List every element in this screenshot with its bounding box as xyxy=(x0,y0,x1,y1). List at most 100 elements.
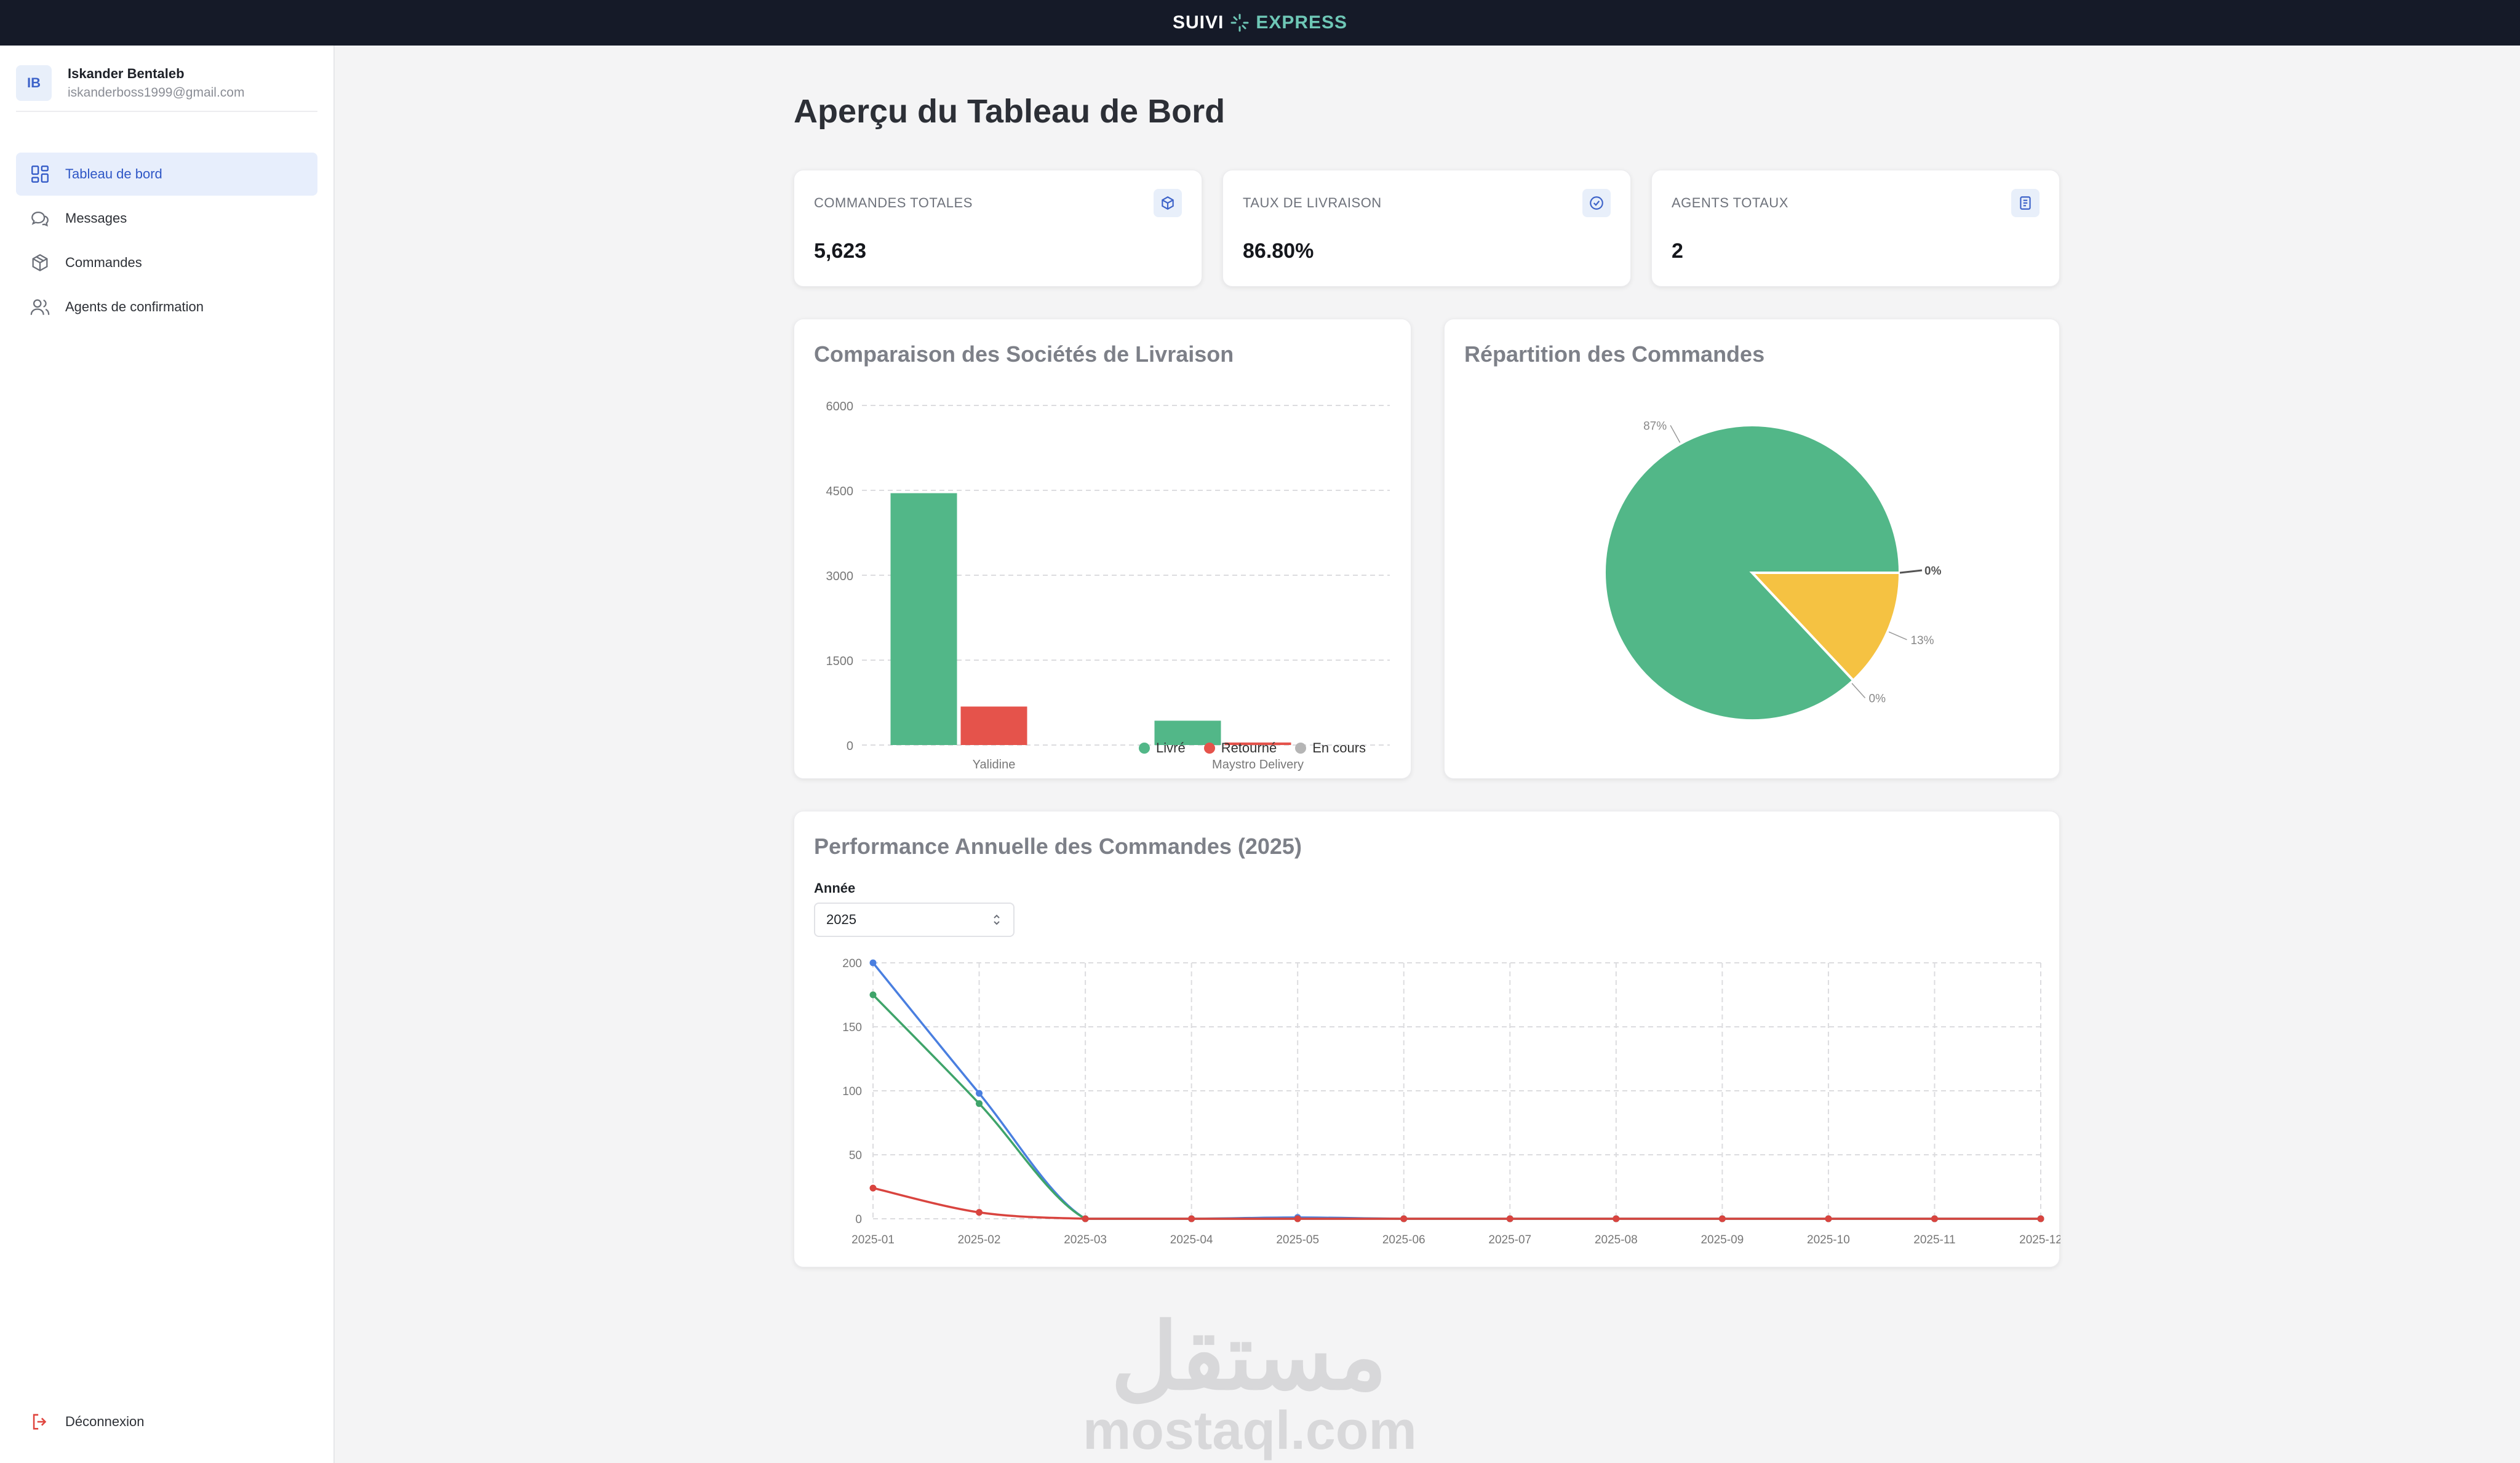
x-tick-label: Yalidine xyxy=(973,758,1016,771)
data-point xyxy=(869,991,877,999)
x-tick-label: 2025-09 xyxy=(1701,1234,1744,1246)
bar-chart: 0 1500 3000 4500 6000 Yalidine Maystro Deliver… xyxy=(826,400,1390,771)
sidebar: IB Iskander Bentaleb iskanderboss1999@gm… xyxy=(0,46,335,1463)
data-point xyxy=(2037,1215,2044,1222)
sidebar-item-label: Commandes xyxy=(65,255,142,270)
data-point xyxy=(1825,1215,1832,1222)
card-title: Comparaison des Sociétés de Livraison xyxy=(814,341,1234,367)
logout-icon xyxy=(33,1414,47,1430)
y-tick-label: 100 xyxy=(842,1085,862,1098)
package-box-icon xyxy=(32,253,48,272)
watermark-latin: mostaql.com xyxy=(1083,1400,1417,1461)
users-icon xyxy=(30,299,50,315)
pie-label-leader xyxy=(1899,569,1923,574)
data-point xyxy=(1613,1215,1620,1222)
x-tick-label: 2025-12 xyxy=(2019,1234,2060,1246)
x-tick-label: 2025-01 xyxy=(851,1234,895,1246)
data-point xyxy=(1082,1215,1089,1222)
sidebar-item-label: Tableau de bord xyxy=(65,166,162,181)
data-point xyxy=(1718,1215,1726,1222)
card-title: Performance Annuelle des Commandes (2025… xyxy=(814,834,1302,859)
year-label: Année xyxy=(814,880,856,896)
user-name: Iskander Bentaleb xyxy=(68,66,185,81)
y-tick-label: 1500 xyxy=(826,655,854,668)
bar xyxy=(1224,742,1291,745)
logo-text-secondary: EXPRESS xyxy=(1256,12,1348,33)
bar xyxy=(890,493,957,745)
orders-distribution-card: Répartition des Commandes 87% 13% 0% 0% xyxy=(1444,319,2060,779)
annual-performance-card: Performance Annuelle des Commandes (2025… xyxy=(794,811,2060,1267)
y-tick-label: 3000 xyxy=(826,570,854,583)
stat-label: COMMANDES TOTALES xyxy=(814,195,973,210)
box-icon xyxy=(1154,189,1182,217)
y-tick-label: 4500 xyxy=(826,485,854,498)
logout-button[interactable]: Déconnexion xyxy=(30,1411,144,1432)
chevron-updown-icon xyxy=(994,914,1000,925)
sidebar-item-messages[interactable]: Messages xyxy=(16,197,317,240)
sidebar-item-orders[interactable]: Commandes xyxy=(16,241,317,284)
page-title: Aperçu du Tableau de Bord xyxy=(794,93,1226,130)
legend-item[interactable]: Livré xyxy=(1139,740,1186,756)
legend-label: En cours xyxy=(1312,740,1366,755)
sidebar-item-label: Messages xyxy=(65,210,127,226)
logout-label: Déconnexion xyxy=(65,1414,145,1429)
bar-chart-legend: Livré Retourné En cours xyxy=(1139,740,1366,756)
data-point xyxy=(1506,1215,1513,1222)
legend-item[interactable]: En cours xyxy=(1295,740,1366,756)
user-profile[interactable]: IB Iskander Bentaleb iskanderboss1999@gm… xyxy=(16,64,317,112)
document-icon xyxy=(2011,189,2040,217)
pie-slice xyxy=(1749,572,1902,682)
y-tick-label: 200 xyxy=(842,957,862,970)
pie-slice-label: 87% xyxy=(1643,420,1667,433)
x-tick-label: 2025-11 xyxy=(1913,1234,1955,1246)
sidebar-item-label: Agents de confirmation xyxy=(65,299,204,314)
delivery-comparison-card: Comparaison des Sociétés de Livraison 0 1… xyxy=(794,319,1411,779)
pie-label-leader xyxy=(1888,631,1907,640)
pie-slice xyxy=(1603,424,1902,722)
x-tick-label: 2025-08 xyxy=(1595,1234,1638,1246)
data-point xyxy=(1294,1215,1301,1222)
series-line xyxy=(872,994,2041,1220)
watermark-arabic: مستقل xyxy=(1110,1305,1387,1408)
pie-label-leader xyxy=(1670,425,1681,443)
year-select[interactable]: 2025 xyxy=(814,903,1015,937)
legend-label: Livré xyxy=(1156,740,1186,755)
data-point xyxy=(1188,1215,1195,1222)
pie-label-leader xyxy=(1851,683,1866,698)
dashboard-grid-icon xyxy=(31,165,49,183)
bar xyxy=(1154,720,1221,745)
x-tick-label: 2025-05 xyxy=(1276,1234,1319,1246)
stat-card-delivery-rate: TAUX DE LIVRAISON 86.80% xyxy=(1222,170,1631,287)
app-logo[interactable]: SUIVI EXPRESS xyxy=(1173,12,1347,33)
series-line xyxy=(872,1187,2041,1220)
data-point xyxy=(976,1100,983,1107)
sidebar-item-agents[interactable]: Agents de confirmation xyxy=(16,285,317,329)
x-tick-label: 2025-06 xyxy=(1382,1234,1425,1246)
avatar: IB xyxy=(16,65,52,101)
bar xyxy=(960,706,1027,745)
data-point xyxy=(1400,1215,1408,1222)
chat-bubbles-icon xyxy=(31,211,49,227)
sidebar-nav: Tableau de bord Messages Commandes Agent… xyxy=(16,153,317,330)
user-email: iskanderboss1999@gmail.com xyxy=(68,86,245,100)
pie-chart: 87% 13% 0% 0% xyxy=(1603,420,1942,722)
legend-label: Retourné xyxy=(1221,740,1277,755)
pie-slice-label: 0% xyxy=(1869,692,1886,705)
stat-label: AGENTS TOTAUX xyxy=(1672,195,1788,210)
logo-text-primary: SUIVI xyxy=(1172,12,1224,33)
sidebar-item-dashboard[interactable]: Tableau de bord xyxy=(16,153,317,196)
data-point xyxy=(869,959,877,967)
check-circle-icon xyxy=(1582,189,1611,217)
data-point xyxy=(976,1090,983,1097)
year-select-value: 2025 xyxy=(826,912,856,927)
y-tick-label: 50 xyxy=(849,1149,862,1162)
stat-card-total-agents: AGENTS TOTAUX 2 xyxy=(1651,170,2060,287)
y-tick-label: 6000 xyxy=(826,400,854,413)
data-point xyxy=(869,1184,877,1192)
pie-slice-label: 0% xyxy=(1924,565,1942,578)
y-tick-label: 150 xyxy=(842,1021,862,1034)
top-bar: SUIVI EXPRESS xyxy=(0,0,2520,46)
card-title: Répartition des Commandes xyxy=(1464,341,1765,367)
legend-item[interactable]: Retourné xyxy=(1203,740,1277,756)
watermark-logo: مستقل mostaql.com xyxy=(1083,1305,1417,1462)
